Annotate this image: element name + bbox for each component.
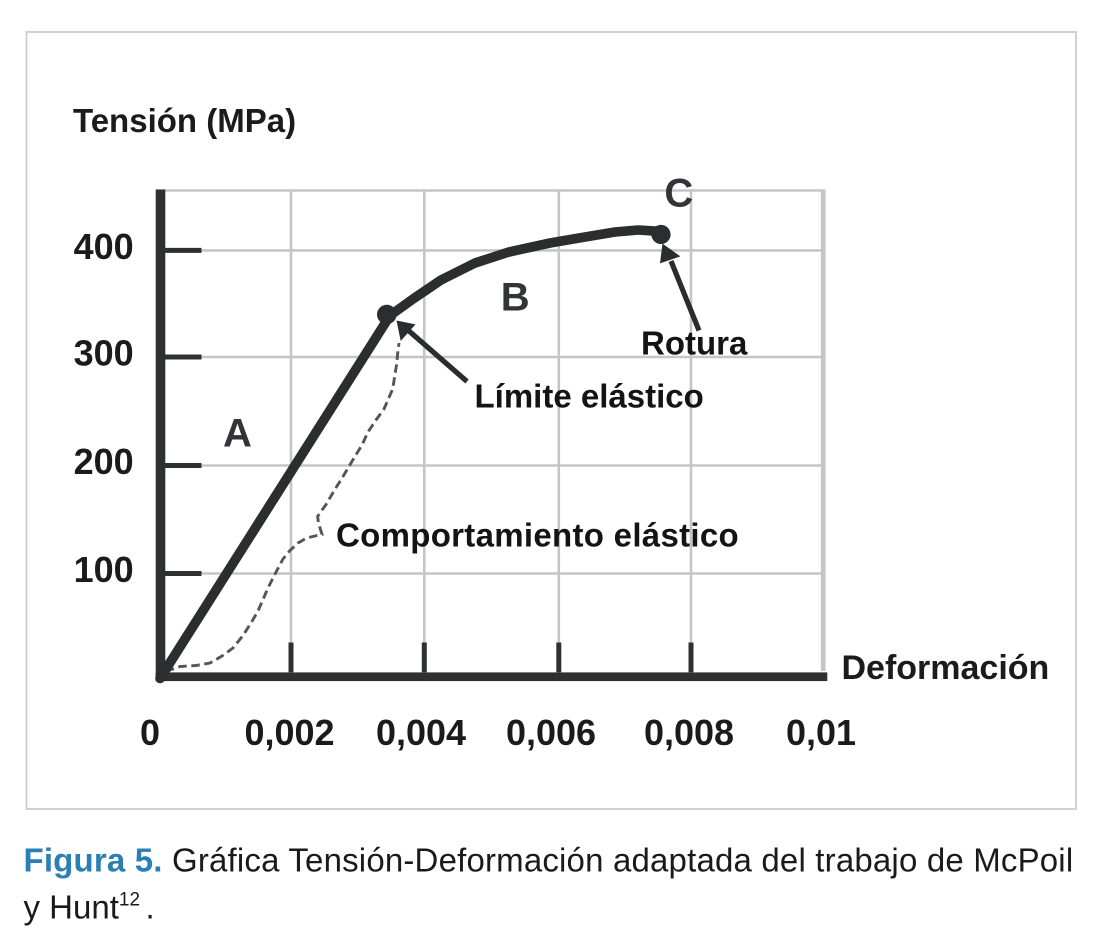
- svg-text:Tensión (MPa): Tensión (MPa): [73, 102, 296, 139]
- svg-text:0,002: 0,002: [244, 712, 334, 753]
- svg-text:0: 0: [140, 712, 160, 753]
- svg-text:200: 200: [74, 441, 134, 482]
- svg-text:Figura 5. Gráfica Tensión-Defo: Figura 5. Gráfica Tensión-Deformación ad…: [24, 842, 1074, 879]
- svg-text:y Hunt12.: y Hunt12.: [24, 889, 155, 926]
- svg-text:0,01: 0,01: [786, 712, 856, 753]
- svg-text:300: 300: [74, 332, 134, 373]
- svg-text:C: C: [664, 172, 693, 216]
- svg-text:Deformación: Deformación: [842, 649, 1050, 687]
- svg-text:100: 100: [74, 549, 134, 590]
- svg-text:0,004: 0,004: [376, 712, 466, 753]
- svg-text:A: A: [223, 412, 252, 456]
- svg-text:0,008: 0,008: [644, 712, 734, 753]
- svg-text:Comportamiento elástico: Comportamiento elástico: [336, 517, 739, 554]
- svg-text:Rotura: Rotura: [641, 325, 748, 362]
- svg-text:B: B: [501, 276, 530, 320]
- svg-text:400: 400: [74, 226, 134, 267]
- svg-text:0,006: 0,006: [506, 712, 596, 753]
- svg-text:Límite elástico: Límite elástico: [475, 378, 704, 415]
